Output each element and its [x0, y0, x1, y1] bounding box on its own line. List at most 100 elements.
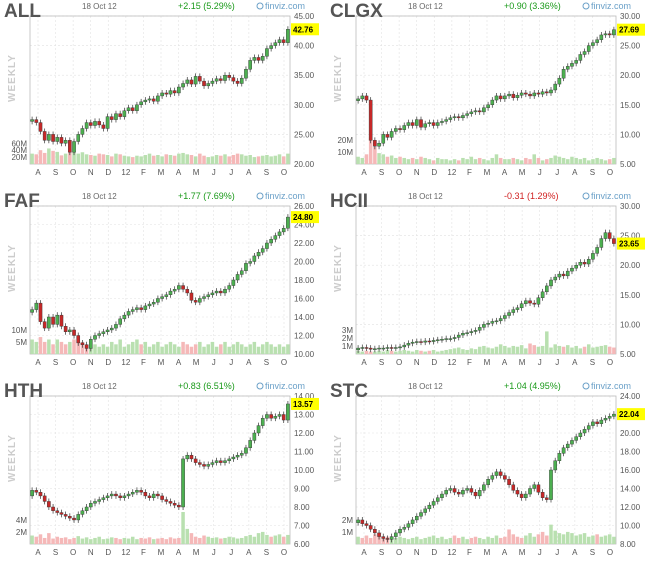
candle-body: [427, 122, 432, 124]
volume-bar: [377, 536, 381, 544]
x-tick-label: A: [361, 358, 367, 367]
volume-bar: [561, 346, 566, 354]
candle-body: [185, 79, 190, 84]
candle-body: [465, 488, 469, 491]
chart-svg: 45.00 40.00 35.00 30.00 25.00 20.00 A S O N D 12 F M A…: [4, 1, 319, 177]
y-tick-label: 20.00: [294, 258, 315, 267]
x-tick-label: F: [141, 168, 146, 177]
candle-body: [235, 80, 240, 84]
candle-body: [394, 347, 398, 349]
volume-label: 1M: [342, 528, 353, 537]
volume-bar: [240, 537, 244, 544]
candle-body: [540, 291, 545, 298]
volume-bar: [130, 536, 135, 544]
volume-bar: [265, 155, 269, 164]
candle-body: [93, 121, 97, 126]
volume-bar: [269, 536, 273, 544]
candle-body: [185, 454, 190, 460]
x-tick-label: D: [431, 548, 437, 557]
volume-bar: [59, 341, 64, 354]
candle-body: [419, 512, 423, 517]
candle-body: [545, 497, 549, 500]
y-tick-label: 5.00: [620, 350, 636, 359]
chart-svg: 26.00 24.00 22.00 20.00 18.00 16.00 14.00 12.00…: [4, 191, 319, 367]
candle-body: [482, 107, 486, 113]
volume-label: 3M: [342, 326, 353, 335]
candle-body: [515, 307, 520, 310]
x-tick-label: O: [607, 358, 613, 367]
volume-bar: [269, 344, 273, 354]
volume-bar: [151, 539, 156, 544]
x-tick-label: O: [281, 358, 287, 367]
volume-bar: [30, 339, 34, 354]
candle-body: [252, 255, 257, 262]
candle-body: [427, 340, 432, 343]
volume-bar: [273, 155, 278, 164]
volume-bar: [498, 344, 503, 354]
x-tick-label: N: [88, 168, 94, 177]
candle-body: [419, 341, 423, 343]
volume-bar: [511, 157, 516, 164]
volume-bar: [561, 534, 566, 544]
x-tick-label: J: [538, 548, 542, 557]
last-price-label: 23.65: [619, 240, 640, 249]
x-tick-label: M: [484, 548, 491, 557]
x-tick-label: A: [246, 358, 252, 367]
candle-body: [151, 301, 156, 305]
candle-body: [578, 54, 583, 61]
candle-body: [126, 311, 131, 316]
volume-bar: [223, 537, 227, 544]
candle-body: [444, 490, 448, 495]
volume-bar: [456, 160, 461, 164]
volume-bar: [419, 350, 423, 354]
volume-bar: [402, 157, 406, 164]
period-label: WEEKLY: [7, 54, 18, 102]
x-tick-label: J: [555, 168, 559, 177]
volume-bar: [34, 536, 39, 544]
candle-body: [89, 503, 93, 508]
volume-bar: [419, 539, 423, 544]
x-tick-label: J: [555, 548, 559, 557]
brand-label: finviz.com: [265, 1, 305, 11]
volume-bar: [42, 152, 47, 164]
candle-body: [122, 110, 127, 117]
candle-body: [423, 340, 427, 343]
candle-body: [490, 321, 495, 324]
x-tick-label: 12: [121, 358, 130, 367]
x-tick-label: N: [88, 548, 94, 557]
candle-body: [168, 90, 173, 95]
y-tick-label: 35.00: [294, 71, 315, 80]
candle-body: [114, 324, 118, 329]
candle-body: [410, 341, 415, 344]
volume-bar: [114, 537, 118, 544]
candle-body: [377, 532, 381, 537]
volume-bar: [42, 537, 47, 544]
volume-bar: [34, 341, 39, 354]
candle-body: [160, 296, 164, 299]
volume-bar: [612, 157, 616, 164]
candle-body: [55, 137, 60, 142]
candle-body: [47, 134, 51, 141]
candle-body: [59, 314, 64, 327]
volume-bar: [536, 534, 541, 544]
price-change: +0.90 (3.36%): [504, 1, 561, 11]
candle-body: [198, 298, 202, 303]
candle-body: [47, 316, 51, 329]
candle-body: [612, 29, 616, 36]
candle-body: [586, 259, 591, 265]
volume-bar: [524, 535, 528, 544]
candle-body: [410, 122, 415, 126]
candle-body: [498, 95, 503, 100]
volume-bar: [503, 345, 507, 354]
candle-body: [368, 99, 373, 141]
volume-bar: [223, 154, 227, 164]
candle-body: [93, 335, 97, 340]
volume-bar: [210, 156, 215, 164]
brand-label: finviz.com: [591, 1, 631, 11]
volume-bar: [68, 539, 72, 544]
plot-frame: [29, 395, 291, 545]
volume-bar: [206, 344, 210, 354]
y-tick-label: 14.00: [620, 485, 641, 494]
ticker-symbol: STC: [330, 381, 368, 402]
volume-bar: [398, 156, 402, 164]
